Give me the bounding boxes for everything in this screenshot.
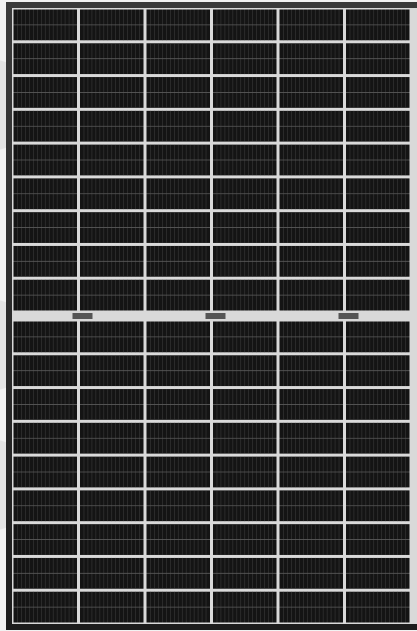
junction-marker-2	[338, 313, 359, 319]
junction-marker-1	[205, 313, 226, 319]
junction-marker-0	[72, 313, 93, 319]
solar-panel-surface	[12, 8, 417, 624]
solar-panel-frame	[6, 2, 417, 630]
solar-cell-grid	[12, 8, 417, 624]
